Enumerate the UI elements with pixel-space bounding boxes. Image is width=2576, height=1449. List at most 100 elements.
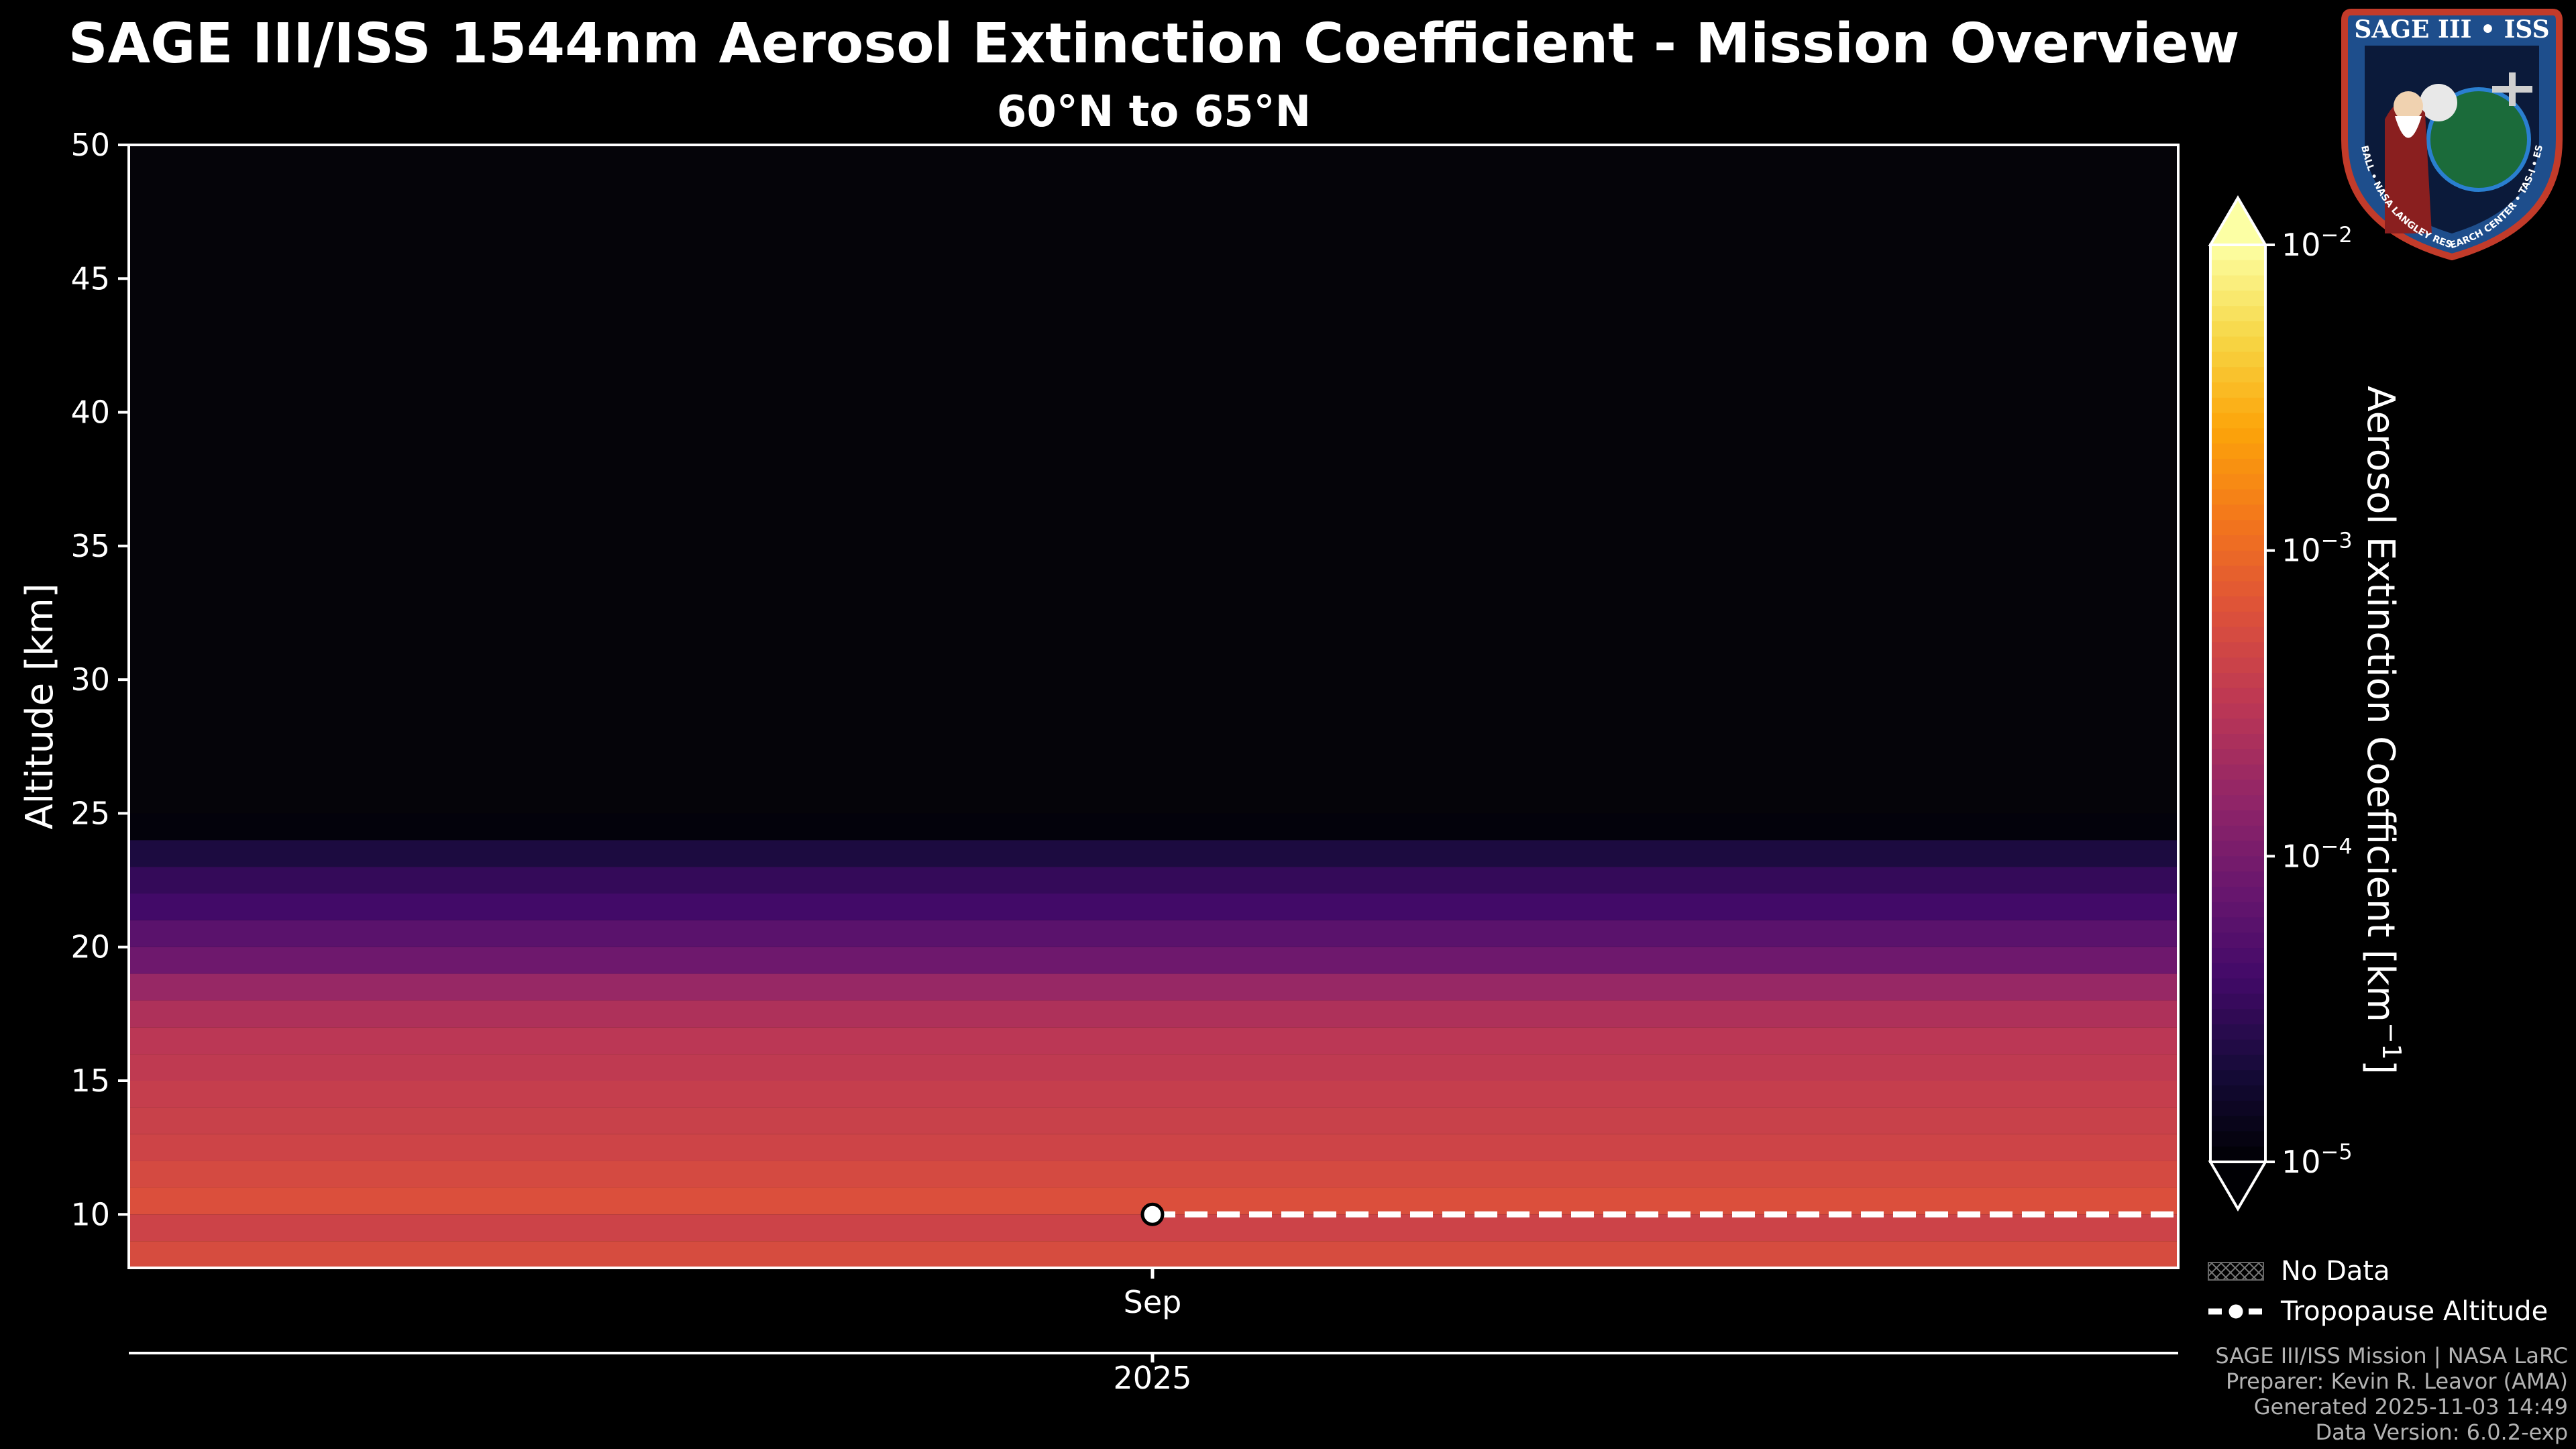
- colorbar-segment: [2210, 1055, 2265, 1071]
- colorbar-segment: [2210, 657, 2265, 674]
- colorbar-segment: [2210, 535, 2265, 551]
- colorbar-segment: [2210, 245, 2265, 261]
- colorbar-segment: [2210, 306, 2265, 322]
- logo-text: SAGE III • ISS: [2354, 15, 2549, 44]
- colorbar-segment: [2210, 902, 2265, 918]
- colorbar-segment: [2210, 810, 2265, 826]
- colorbar-segment: [2210, 749, 2265, 765]
- y-tick-label: 40: [70, 394, 110, 431]
- heatmap-band: [129, 813, 2178, 841]
- colorbar-tick-label: 10−5: [2282, 1139, 2353, 1180]
- colorbar-tick-label: 10−4: [2282, 833, 2353, 874]
- heatmap-band: [129, 840, 2178, 867]
- colorbar-segment: [2210, 474, 2265, 490]
- footer-line-1: SAGE III/ISS Mission | NASA LaRC: [2215, 1343, 2568, 1368]
- colorbar-segment: [2210, 290, 2265, 307]
- heatmap-bands: [129, 813, 2178, 1268]
- sage-iii-iss-mission-patch: SAGE III • ISS BALL • NASA LANGLEY RESEA…: [2334, 0, 2566, 261]
- colorbar-tick-label: 10−3: [2282, 528, 2353, 569]
- y-tick-label: 10: [70, 1196, 110, 1232]
- colorbar-segment: [2210, 963, 2265, 979]
- heatmap-band: [129, 1161, 2178, 1188]
- legend-no-data-label: No Data: [2281, 1256, 2390, 1287]
- colorbar-segment: [2210, 443, 2265, 460]
- x-tick-label-month: Sep: [1124, 1284, 1182, 1320]
- y-tick-label: 35: [70, 528, 110, 564]
- colorbar-segment: [2210, 994, 2265, 1010]
- colorbar-segment: [2210, 504, 2265, 521]
- colorbar-segment: [2210, 1009, 2265, 1025]
- colorbar-segment: [2210, 718, 2265, 735]
- colorbar-segment: [2210, 1146, 2265, 1163]
- colorbar-segment: [2210, 397, 2265, 414]
- y-tick-label: 50: [70, 127, 110, 163]
- colorbar-frame: [2209, 244, 2267, 1163]
- heatmap-band: [129, 894, 2178, 920]
- colorbar-segment: [2210, 260, 2265, 276]
- colorbar-segment: [2210, 948, 2265, 964]
- colorbar-segment: [2210, 1085, 2265, 1102]
- chart-subtitle: 60°N to 65°N: [996, 87, 1311, 137]
- heatmap-band: [129, 1054, 2178, 1081]
- y-tick-label: 15: [70, 1063, 110, 1099]
- colorbar-segment: [2210, 1024, 2265, 1040]
- colorbar-segment: [2210, 413, 2265, 429]
- colorbar-segment: [2210, 352, 2265, 368]
- legend-icons: [2208, 1262, 2264, 1321]
- colorbar-label: Aerosol Extinction Coefficient [km−1]: [2359, 386, 2406, 1075]
- y-tick-label: 30: [70, 661, 110, 698]
- colorbar-segment: [2210, 886, 2265, 903]
- y-tick-label: 45: [70, 260, 110, 297]
- colorbar-segment: [2210, 596, 2265, 612]
- heatmap-band: [129, 1107, 2178, 1134]
- colorbar-segment: [2210, 795, 2265, 811]
- heatmap-band: [129, 1027, 2178, 1055]
- colorbar-segment: [2210, 841, 2265, 857]
- x-axis: Sep 2025: [129, 1268, 2178, 1396]
- colorbar-segment: [2210, 627, 2265, 643]
- colorbar-segment: [2210, 1070, 2265, 1087]
- tropopause-marker: [1140, 1202, 1165, 1226]
- colorbar-segment: [2210, 489, 2265, 506]
- colorbar-segment: [2210, 428, 2265, 445]
- heatmap-band: [129, 867, 2178, 894]
- heatmap-band: [129, 1134, 2178, 1161]
- heatmap-band: [129, 973, 2178, 1001]
- chart-title: SAGE III/ISS 1544nm Aerosol Extinction C…: [68, 12, 2240, 76]
- tropopause-line: [1140, 1202, 2178, 1226]
- x-tick-label-year: 2025: [1113, 1360, 1191, 1396]
- colorbar-segment: [2210, 780, 2265, 796]
- colorbar-segment: [2210, 566, 2265, 582]
- no-data-hatch-swatch: [2208, 1262, 2264, 1281]
- colorbar-segment: [2210, 703, 2265, 720]
- legend-tropopause: Tropopause Altitude: [2207, 1295, 2548, 1328]
- heatmap-band: [129, 1000, 2178, 1028]
- heatmap-band: [129, 1241, 2178, 1268]
- footer-line-3: Generated 2025-11-03 14:49: [2253, 1394, 2568, 1419]
- colorbar-segment: [2210, 734, 2265, 750]
- colorbar-segment: [2210, 336, 2265, 353]
- colorbar-segment: [2210, 550, 2265, 567]
- heatmap-band: [129, 1081, 2178, 1108]
- tropopause-legend-marker: [2226, 1302, 2245, 1321]
- colorbar-segment: [2210, 917, 2265, 934]
- colorbar-segment: [2210, 1116, 2265, 1132]
- colorbar-segment: [2210, 1039, 2265, 1056]
- footer-line-2: Preparer: Kevin R. Leavor (AMA): [2225, 1368, 2568, 1394]
- colorbar-segment: [2210, 764, 2265, 781]
- colorbar-segment: [2210, 367, 2265, 384]
- colorbar-segment: [2210, 856, 2265, 873]
- colorbar-segment: [2210, 1100, 2265, 1117]
- y-axis: 10 15 20 25 30 35 40 45 50: [70, 127, 129, 1232]
- heatmap-band: [129, 947, 2178, 974]
- colorbar-segment: [2210, 978, 2265, 995]
- y-axis-label: Altitude [km]: [18, 583, 62, 829]
- colorbar-segment: [2210, 871, 2265, 888]
- colorbar-segment: [2210, 275, 2265, 292]
- colorbar-extend-max: [2208, 195, 2268, 246]
- legend-no-data: No Data: [2207, 1254, 2390, 1288]
- colorbar-segment: [2210, 672, 2265, 689]
